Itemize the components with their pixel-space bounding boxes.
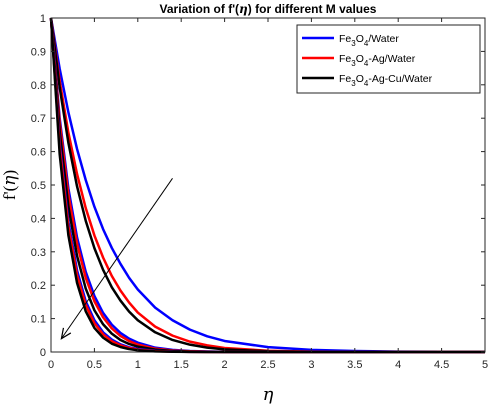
x-tick-label: 0: [48, 359, 54, 371]
x-tick-label: 1: [135, 359, 141, 371]
x-tick-label: 4: [395, 359, 401, 371]
x-tick-label: 4.5: [434, 359, 449, 371]
y-tick-label: 0.9: [31, 46, 46, 58]
y-tick-label: 0.1: [31, 314, 46, 326]
x-axis: 0 0.5 1 1.5 2 2.5 3 3.5 4 4.5 5: [48, 18, 488, 371]
x-tick-label: 2.5: [260, 359, 275, 371]
legend-entry-label: Fe3O4-Ag/Water: [339, 53, 416, 68]
arrow-shaft: [61, 178, 173, 339]
y-tick-label: 1: [40, 13, 46, 25]
chart-title: Variation of f'(η) for different M value…: [160, 2, 377, 16]
x-axis-label: η: [263, 384, 274, 405]
series-line-9: [49, 17, 485, 354]
y-tick-label: 0.7: [31, 113, 46, 125]
legend-entry-label: Fe3O4-Ag-Cu/Water: [339, 73, 433, 88]
y-tick-label: 0: [40, 347, 46, 359]
y-tick-label: 0.5: [31, 180, 46, 192]
x-tick-label: 3: [308, 359, 314, 371]
series-line-1: [49, 17, 486, 354]
y-tick-label: 0.8: [31, 80, 46, 92]
x-tick-label: 3.5: [347, 359, 362, 371]
x-tick-label: 0.5: [87, 359, 102, 371]
series-layer: [49, 17, 486, 354]
arrow-head: [60, 327, 72, 340]
y-tick-label: 0.2: [31, 280, 46, 292]
y-tick-label: 0.6: [31, 147, 46, 159]
legend-entry-label: Fe3O4/Water: [339, 33, 399, 48]
x-tick-label: 1.5: [174, 359, 189, 371]
x-tick-label: 2: [222, 359, 228, 371]
legend: Fe3O4/Water Fe3O4-Ag/Water Fe3O4-Ag-Cu/Wat…: [296, 24, 481, 94]
x-tick-label: 5: [482, 359, 488, 371]
y-tick-label: 0.4: [31, 213, 46, 225]
y-axis-label: f'(η): [0, 170, 20, 200]
trend-arrow: [60, 178, 173, 340]
y-axis: 0 0.1 0.2 0.3 0.4 0.5 0.6 0.7 0.8 0.9 1: [31, 13, 485, 359]
y-tick-label: 0.3: [31, 247, 46, 259]
